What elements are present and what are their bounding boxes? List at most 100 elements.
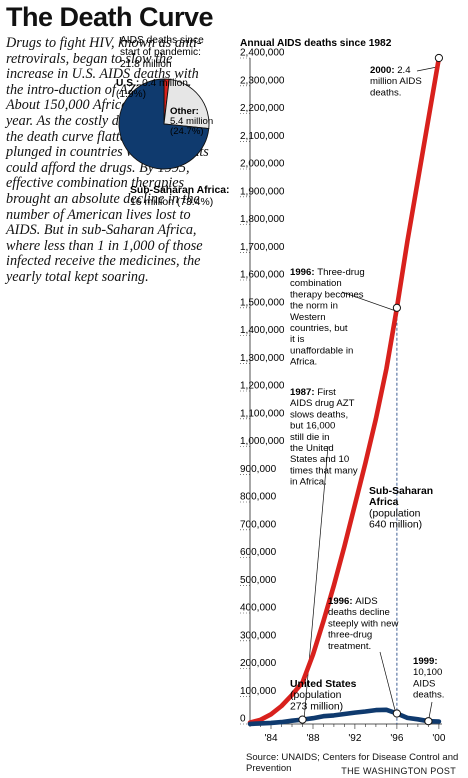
y-tick-label: 1,800,000: [240, 214, 285, 225]
annotation-line: AIDS: [413, 678, 435, 689]
annotation-text: 2.4: [397, 65, 411, 76]
annotation-line: treatment.: [328, 641, 371, 652]
annotation-marker-y1987: [298, 715, 307, 724]
annotation-line: it is: [290, 334, 305, 345]
annotation-markers: [298, 53, 443, 726]
annotation-leader-y1996: [341, 291, 397, 312]
x-tick-label: '88: [306, 733, 319, 744]
annotation-line: 10,100: [413, 667, 442, 678]
pie-title-line-2: start of pandemic:: [120, 47, 201, 58]
y-tick-label: 1,600,000: [240, 270, 285, 281]
annotation-line: deaths.: [370, 87, 401, 98]
pie-title-line-3: 21.8 million: [120, 59, 172, 70]
annotation-line: AIDS drug AZT: [290, 398, 355, 409]
y-tick-label: 2,000,000: [240, 159, 285, 170]
annotation-marker-y1999: [424, 717, 433, 726]
pie-title-line-1: AIDS deaths since: [120, 35, 204, 46]
us-slice-percent: (1.9%): [116, 89, 146, 100]
annotations: 2000: 2.4 million AIDS deaths.1996: Three-…: [290, 65, 444, 712]
africa-slice-value: 16 million (73.4%): [130, 197, 213, 208]
y-tick-label: 1,900,000: [240, 186, 285, 197]
y-tick-label: 1,100,000: [240, 408, 285, 419]
annotation-line: States and 10: [290, 454, 349, 465]
annotation-line: Sub-Saharan: [369, 486, 433, 497]
y-tick-label: 1,000,000: [240, 436, 285, 447]
annotation-line: (population: [290, 690, 342, 701]
africa-slice-name: Sub-Saharan Africa:: [130, 185, 230, 196]
annotation-line: slows deaths,: [290, 409, 348, 420]
y-tick-label: 2,100,000: [240, 131, 285, 142]
annotation-y2000: 2000: 2.4 million AIDS deaths.: [370, 65, 422, 98]
y-tick-label: 2,400,000: [240, 48, 285, 59]
y-tick-label: 2,200,000: [240, 103, 285, 114]
y-tick-label: 600,000: [240, 547, 277, 558]
series-line-united-states: [247, 707, 442, 727]
annotation-marker-us1996: [392, 709, 401, 718]
y-tick-label: 1,500,000: [240, 297, 285, 308]
annotation-marker-y2000: [434, 53, 443, 63]
annotation-bold: 1996:: [328, 596, 355, 607]
other-slice-value: 5.4 million: [170, 116, 213, 127]
y-tick-label: 800,000: [240, 492, 277, 503]
annotation-line: 2000: 2.4: [370, 65, 411, 76]
us-slice-value: 0.4 million: [142, 78, 188, 89]
y-tick-label: 1,700,000: [240, 242, 285, 253]
us-slice-name: U.S.:: [116, 78, 139, 89]
y-tick-label: 0: [240, 714, 246, 725]
annotation-line: Western: [290, 312, 326, 323]
annotation-line: but 16,000: [290, 421, 335, 432]
other-slice-percent: (24.7%): [170, 126, 204, 137]
annotation-leader-y2000: [416, 66, 438, 72]
us-slice-label: U.S.: 0.4 million: [116, 78, 188, 89]
annotation-line: deaths decline: [328, 607, 390, 618]
annotation-bold: 1996:: [290, 267, 317, 278]
annotation-line: 1996: Three-drug: [290, 267, 365, 278]
annotation-leader-us1996: [379, 651, 397, 715]
annotation-line: deaths.: [413, 690, 444, 701]
y-tick-label: 400,000: [240, 603, 277, 614]
annotation-line: countries, but: [290, 323, 348, 334]
annotation-us1996: 1996: AIDS deaths decline steeply with new…: [328, 596, 398, 652]
y-tick-label: 2,300,000: [240, 75, 285, 86]
x-tick-label: '96: [390, 733, 403, 744]
annotation-bold: 2000:: [370, 65, 397, 76]
annotation-text: AIDS: [355, 596, 377, 607]
x-tick-label: '84: [264, 733, 277, 744]
annotation-leader-y1999: [428, 701, 433, 719]
annotation-line: combination: [290, 278, 342, 289]
annotation-line: 1999:: [413, 656, 438, 667]
annotation-line: still die in: [290, 432, 329, 443]
annotation-line: million AIDS: [370, 76, 422, 87]
y-tick-label: 1,300,000: [240, 353, 285, 364]
x-tick-label: '00: [432, 733, 445, 744]
y-axis-ticks: 0 100,000 200,000 300,000 400,000 500,000 600,…: [240, 48, 285, 725]
annotation-us: United States (population 273 million): [290, 679, 357, 712]
pie-slices: [118, 78, 210, 170]
annotation-bold: 1987:: [290, 387, 317, 398]
annotation-y1987: 1987: First AIDS drug AZT slows deaths, but…: [290, 387, 358, 488]
annotation-africa: Sub-Saharan Africa (population 640 million): [369, 486, 433, 531]
annotation-text: Three-drug: [317, 267, 364, 278]
series-lines: [247, 55, 442, 727]
annotation-line: 1996: AIDS: [328, 596, 378, 607]
annotation-line: Africa: [369, 497, 399, 508]
y-tick-label: 100,000: [240, 686, 277, 697]
annotation-text: First: [317, 387, 336, 398]
pie-slice-sub-saharan-africa: [118, 78, 210, 170]
annotation-line: 640 million): [369, 520, 422, 531]
pie-chart: AIDS deaths since start of pandemic: 21.…: [116, 35, 230, 208]
annotation-line: United States: [290, 679, 357, 690]
y-tick-label: 700,000: [240, 519, 277, 530]
annotation-line: therapy becomes: [290, 289, 364, 300]
annotation-line: unaffordable in: [290, 345, 353, 356]
x-axis-ticks: '84 '88 '92 '96 '00: [249, 723, 446, 744]
annotation-line: the norm in: [290, 301, 338, 312]
y-tick-label: 1,400,000: [240, 325, 285, 336]
annotation-line: 273 million): [290, 701, 343, 712]
pie-slice-other: [163, 78, 210, 130]
annotation-line: the United: [290, 443, 334, 454]
annotation-marker-y1996: [392, 303, 401, 312]
source-note: Source: UNAIDS; Centers for Disease Cont…: [246, 752, 459, 774]
annotation-line: steeply with new: [328, 618, 398, 629]
